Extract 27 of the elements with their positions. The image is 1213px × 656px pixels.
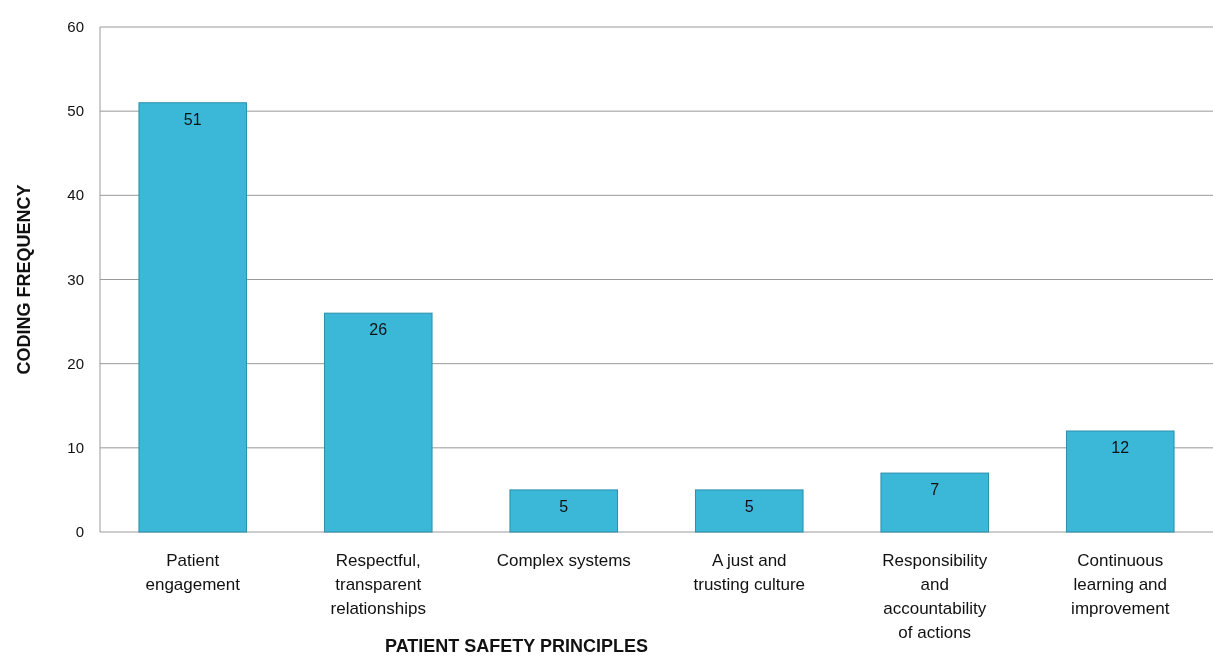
y-tick-label: 10 bbox=[67, 438, 84, 456]
x-tick-label: Responsibility and accountability of actions bbox=[882, 551, 988, 642]
y-tick-label: 50 bbox=[67, 102, 84, 120]
data-label: 12 bbox=[1111, 439, 1130, 456]
y-tick-label: 20 bbox=[67, 354, 84, 372]
y-axis-title: CODING FREQUENCY bbox=[14, 184, 34, 375]
x-tick-label: A just and trusting culture bbox=[693, 551, 805, 594]
bar bbox=[323, 312, 433, 533]
bar bbox=[138, 102, 248, 533]
x-tick-label: Complex systems bbox=[496, 551, 631, 570]
data-label: 5 bbox=[744, 497, 754, 515]
y-tick-label: 40 bbox=[67, 186, 84, 204]
y-tick-label: 0 bbox=[75, 523, 84, 540]
x-tick-label: Patient engagement bbox=[145, 551, 241, 594]
data-label: 26 bbox=[369, 321, 388, 339]
y-tick-label: 60 bbox=[67, 18, 84, 35]
x-tick-label: Respectful, transparent relationships bbox=[330, 551, 426, 618]
y-tick-label: 30 bbox=[67, 270, 84, 288]
x-axis-title: PATIENT SAFETY PRINCIPLES bbox=[384, 636, 649, 656]
bar bbox=[1065, 430, 1175, 533]
data-label: 7 bbox=[930, 481, 940, 499]
bar bbox=[509, 489, 619, 533]
bar bbox=[880, 472, 990, 533]
data-label: 5 bbox=[559, 497, 569, 515]
x-tick-label: Continuous learning and improvement bbox=[1071, 551, 1170, 618]
data-label: 51 bbox=[183, 110, 202, 128]
bar bbox=[694, 489, 804, 533]
